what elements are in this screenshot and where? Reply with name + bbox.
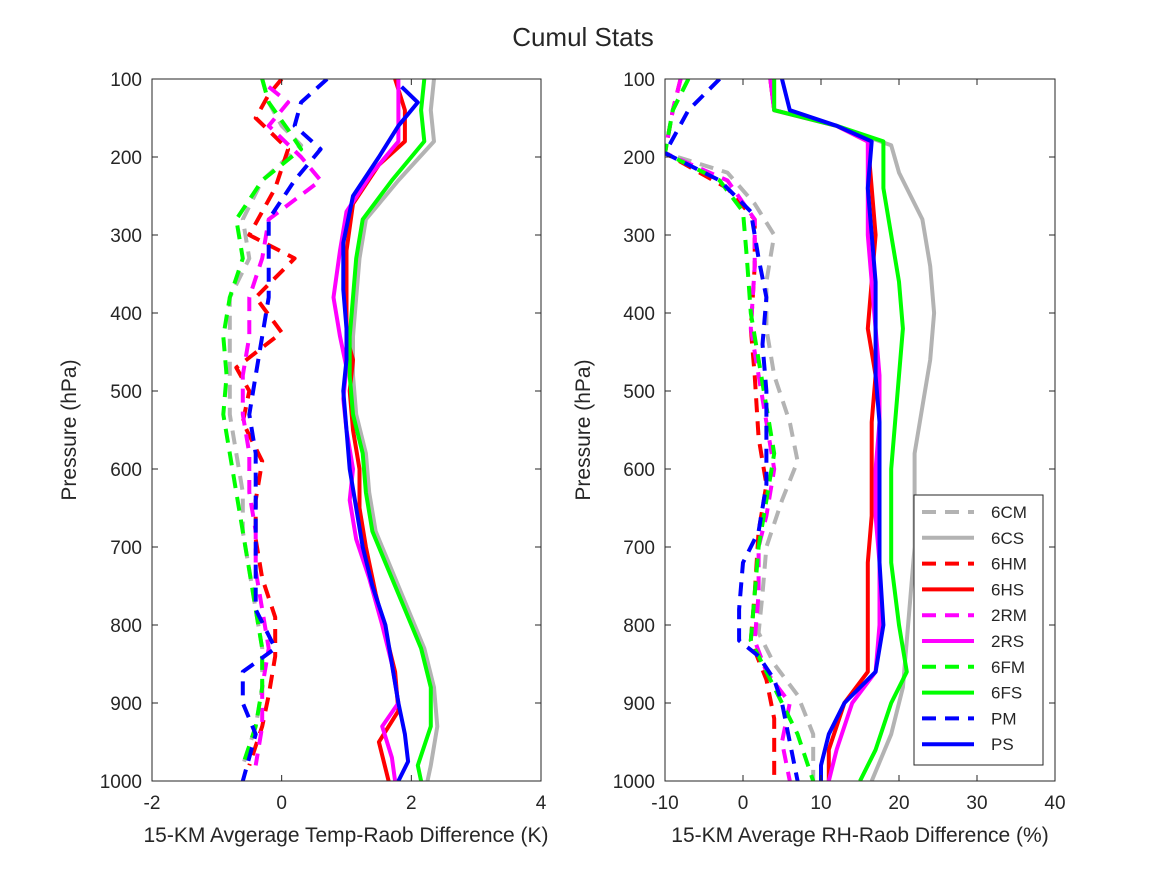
rh-y-tick-label: 700 [623,538,655,559]
rh-x-tick-label: 30 [966,793,987,814]
temp-y-tick-label: 1000 [100,772,142,793]
rh-x-tick-label: 20 [888,793,909,814]
rh-y-tick-label: 500 [623,382,655,403]
temp-x-tick-label: -2 [144,793,161,814]
rh-y-tick-label: 100 [623,70,655,91]
figure-title: Cumul Stats [512,22,654,52]
rh-series-6hm [665,79,777,781]
rh-series-6cs [768,79,937,781]
temp-series-6cs [351,79,440,781]
temp-series-group [221,79,440,781]
legend-label-ps: PS [991,735,1014,754]
rh-panel-y-axis-label: Pressure (hPa) [572,359,595,500]
temp-y-tick-label: 700 [110,538,142,559]
temp-x-tick-label: 0 [276,793,287,814]
temp-panel-x-axis-label: 15-KM Avgerage Temp-Raob Difference (K) [143,824,548,847]
rh-x-tick-label: -10 [651,793,678,814]
temp-y-tick-label: 400 [110,304,142,325]
rh-y-tick-label: 300 [623,226,655,247]
rh-y-tick-label: 800 [623,616,655,637]
temp-panel-y-axis-label: Pressure (hPa) [58,359,81,500]
legend-label-pm: PM [991,709,1017,728]
rh-series-6cm [665,79,816,781]
temp-series-pm [240,79,329,781]
legend-label-6fm: 6FM [991,658,1025,677]
rh-series-6fs [772,79,909,781]
legend-label-6cm: 6CM [991,503,1027,522]
legend-label-6fs: 6FS [991,684,1022,703]
rh-series-pm [665,79,800,781]
legend-label-6hs: 6HS [991,580,1024,599]
legend-label-6hm: 6HM [991,555,1027,574]
rh-series-ps [780,79,886,781]
temp-y-tick-label: 200 [110,148,142,169]
temp-series-ps [341,85,420,781]
temp-y-tick-label: 900 [110,694,142,715]
rh-x-tick-label: 40 [1044,793,1065,814]
temp-y-tick-label: 800 [110,616,142,637]
rh-series-6hs [768,79,878,781]
legend-label-6cs: 6CS [991,529,1024,548]
rh-x-tick-label: 10 [810,793,831,814]
rh-axes-box [664,78,1056,782]
rh-y-tick-label: 1000 [613,772,655,793]
temp-series-6fm [221,79,304,767]
rh-y-tick-label: 600 [623,460,655,481]
temp-x-tick-label: 4 [536,793,547,814]
rh-difference-panel: 15-KM Average RH-Raob Difference (%) Pre… [572,70,1066,847]
temp-y-tick-label: 600 [110,460,142,481]
temp-axes-box [151,78,542,782]
legend-label-2rs: 2RS [991,632,1024,651]
rh-y-tick-label: 200 [623,148,655,169]
legend: 6CM 6CS 6HM 6HS 2RM 2RS 6FM 6FS PM PS [913,494,1044,766]
temp-y-tick-label: 500 [110,382,142,403]
rh-x-tick-label: 0 [738,793,749,814]
legend-label-2rm: 2RM [991,606,1027,625]
rh-y-tick-label: 400 [623,304,655,325]
temp-y-tick-label: 100 [110,70,142,91]
rh-series-6fm [665,79,816,781]
temp-series-6fs [347,79,433,781]
rh-series-group [665,79,937,781]
temp-difference-panel: 15-KM Avgerage Temp-Raob Difference (K) … [58,70,549,847]
temp-x-tick-label: 2 [406,793,417,814]
temp-series-2rm [240,85,323,766]
rh-panel-x-axis-label: 15-KM Average RH-Raob Difference (%) [671,824,1048,847]
temp-y-tick-label: 300 [110,226,142,247]
rh-y-tick-label: 900 [623,694,655,715]
